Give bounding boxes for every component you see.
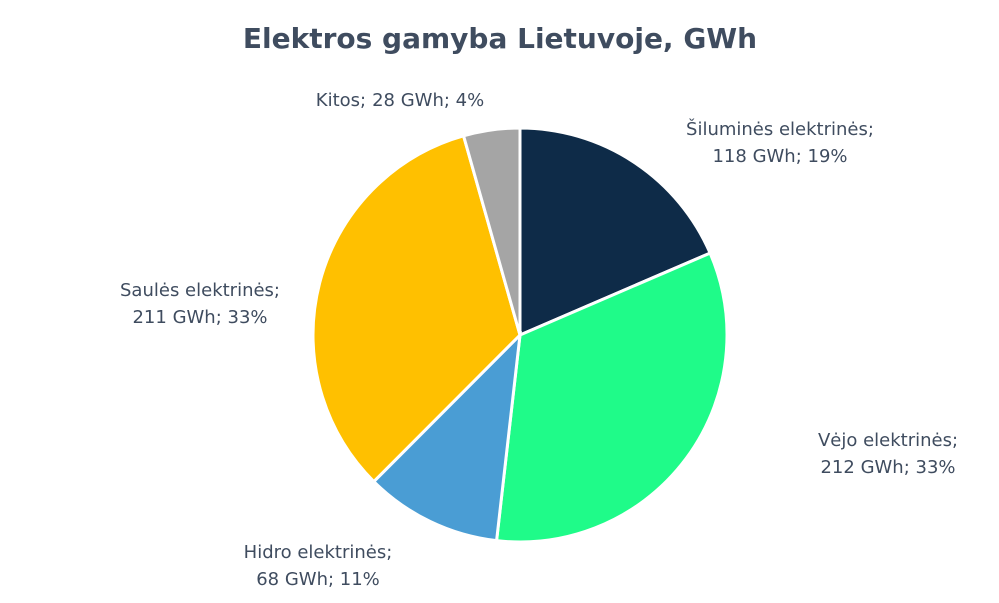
value-label: 68 GWh; 11% <box>256 569 380 590</box>
category-label: Kitos; <box>316 90 366 111</box>
value-label: 118 GWh; 19% <box>712 146 847 167</box>
pie-slice <box>311 133 522 484</box>
value-label: 28 GWh; 4% <box>372 90 484 111</box>
value-label: 212 GWh; 33% <box>820 457 955 478</box>
data-label: Kitos; 28 GWh; 4% <box>316 90 484 111</box>
category-label: Vėjo elektrinės; <box>818 430 958 451</box>
pie-slice <box>494 251 729 544</box>
value-label: 211 GWh; 33% <box>132 307 267 328</box>
category-label: Šiluminės elektrinės; <box>686 118 874 140</box>
category-label: Saulės elektrinės; <box>120 280 280 301</box>
category-label: Hidro elektrinės; <box>244 542 393 563</box>
data-label: Vėjo elektrinės; 212 GWh; 33% <box>818 430 958 478</box>
pie-slice <box>371 330 522 543</box>
data-label: Šiluminės elektrinės; 118 GWh; 19% <box>686 118 874 167</box>
data-label: Hidro elektrinės; 68 GWh; 11% <box>244 542 393 590</box>
pie-slice <box>461 126 522 336</box>
chart-title: Elektros gamyba Lietuvoje, GWh <box>243 22 757 55</box>
data-label: Saulės elektrinės; 211 GWh; 33% <box>120 280 280 328</box>
pie-slice <box>518 126 713 338</box>
